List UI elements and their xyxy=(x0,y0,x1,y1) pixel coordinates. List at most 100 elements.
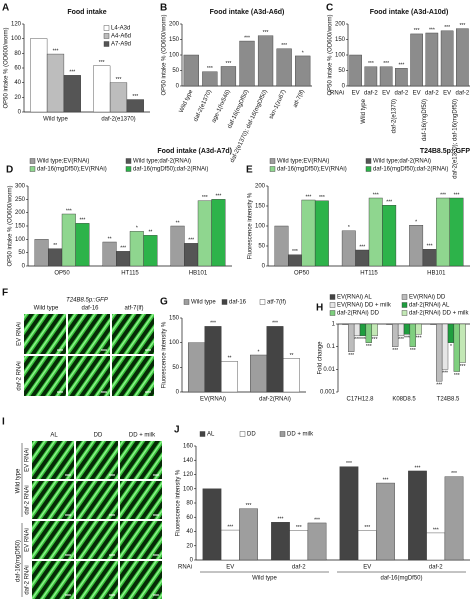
significance: *** xyxy=(354,337,360,343)
significance: *** xyxy=(202,195,208,201)
row-label: daf-2 RNAi xyxy=(25,565,31,594)
legend-label: daf-16(mgDf50);daf-2(RNAi) xyxy=(373,167,448,173)
x-tick-label: OP50 xyxy=(294,271,310,277)
micrograph xyxy=(76,481,118,519)
bar xyxy=(376,482,395,561)
bar xyxy=(187,342,205,393)
significance: *** xyxy=(436,383,442,389)
legend-swatch xyxy=(221,299,228,305)
significance: *** xyxy=(246,503,252,509)
x-tick-label: K08D8.5 xyxy=(392,397,416,403)
column-label: atf-7(lf) xyxy=(124,306,143,312)
row-label: daf-2 RNAi xyxy=(25,485,31,514)
bar xyxy=(288,254,302,267)
micrograph xyxy=(120,441,162,479)
y-tick-label: 1 xyxy=(332,322,336,328)
significance: *** xyxy=(386,200,392,206)
significance: *** xyxy=(278,517,284,523)
bar xyxy=(440,30,454,87)
bar xyxy=(409,224,424,267)
significance: * xyxy=(257,349,259,355)
y-tick-label: 150 xyxy=(255,204,266,210)
significance: *** xyxy=(348,353,354,359)
legend-swatch xyxy=(365,158,372,164)
bar xyxy=(339,466,359,561)
bar xyxy=(342,323,349,325)
bar xyxy=(379,66,393,87)
x-tick-label: daf-2 xyxy=(425,91,439,97)
bar xyxy=(353,323,361,337)
x-tick-label: daf-2 xyxy=(292,565,306,571)
group-label: Wild type xyxy=(361,98,367,123)
micrograph xyxy=(68,314,110,354)
x-tick-label: daf-2(e1370) xyxy=(193,89,213,123)
significance: * xyxy=(415,220,417,226)
legend-label: A4-A6d xyxy=(111,34,131,40)
y-tick-label: 150 xyxy=(335,37,346,43)
legend-label: Wild type;EV(RNAi) xyxy=(37,159,89,165)
significance: *** xyxy=(132,94,138,100)
x-tick-label: daf-2(e1370) xyxy=(101,117,135,123)
bar xyxy=(425,32,439,87)
bar xyxy=(221,361,238,393)
x-tick-label: age-1(hx546) xyxy=(211,89,232,124)
legend-swatch xyxy=(199,431,206,437)
bar xyxy=(436,197,451,267)
bar xyxy=(257,35,274,87)
significance: *** xyxy=(416,336,422,342)
legend-swatch xyxy=(401,310,408,316)
bar xyxy=(48,248,63,267)
x-tick-label: EV xyxy=(352,91,360,97)
legend-swatch xyxy=(401,302,408,308)
bar xyxy=(271,522,290,561)
bar xyxy=(274,225,289,267)
bar xyxy=(371,323,378,337)
bar xyxy=(183,54,199,87)
bar xyxy=(220,66,237,87)
significance: *** xyxy=(410,348,416,354)
bar xyxy=(63,75,81,113)
bar xyxy=(61,213,76,267)
legend-swatch xyxy=(365,166,372,172)
significance: *** xyxy=(263,30,269,36)
y-axis-label: Fluorescence intensity % xyxy=(162,321,168,388)
significance: *** xyxy=(215,194,221,200)
row-label: EV RNAi xyxy=(25,448,31,472)
legend-label: A7-A9d xyxy=(111,42,131,48)
y-tick-label: 150 xyxy=(15,224,26,230)
bar xyxy=(34,239,49,267)
column-label: DD + milk xyxy=(129,433,156,439)
significance: *** xyxy=(292,249,298,255)
significance: *** xyxy=(53,48,59,54)
significance: *** xyxy=(368,61,374,67)
bar xyxy=(170,225,185,267)
y-tick-label: 100 xyxy=(169,340,180,346)
bar xyxy=(143,235,158,267)
bar xyxy=(204,326,222,393)
legend-label: DD + milk xyxy=(287,432,314,438)
legend-swatch xyxy=(29,166,36,172)
legend-swatch xyxy=(125,158,132,164)
y-tick-label: 50 xyxy=(258,244,265,250)
bar xyxy=(410,33,423,87)
bar xyxy=(459,323,466,363)
panel-label: J xyxy=(174,425,180,436)
legend-label: daf-2(RNAi) DD + milk xyxy=(409,311,470,317)
y-tick-label: 80 xyxy=(14,51,21,57)
legend-swatch xyxy=(329,310,336,316)
chart-title: Food intake xyxy=(67,9,106,16)
y-tick-label: 100 xyxy=(335,53,346,59)
bar xyxy=(368,197,383,267)
micrograph xyxy=(112,356,154,396)
y-axis-label: OP50 intake % (OD600/worm) xyxy=(4,27,10,108)
bar xyxy=(392,323,399,347)
panel-label: A xyxy=(2,3,9,14)
significance: *** xyxy=(360,337,366,343)
panel-label: C xyxy=(326,3,333,14)
y-tick-label: 0 xyxy=(262,264,266,270)
y-tick-label: 200 xyxy=(255,184,266,190)
y-tick-label: 200 xyxy=(169,22,180,28)
y-axis-label: Fluorescence intensity % xyxy=(176,469,182,536)
y-tick-label: 0.01 xyxy=(323,367,335,373)
legend-label: Wild type;EV(RNAi) xyxy=(277,159,329,165)
